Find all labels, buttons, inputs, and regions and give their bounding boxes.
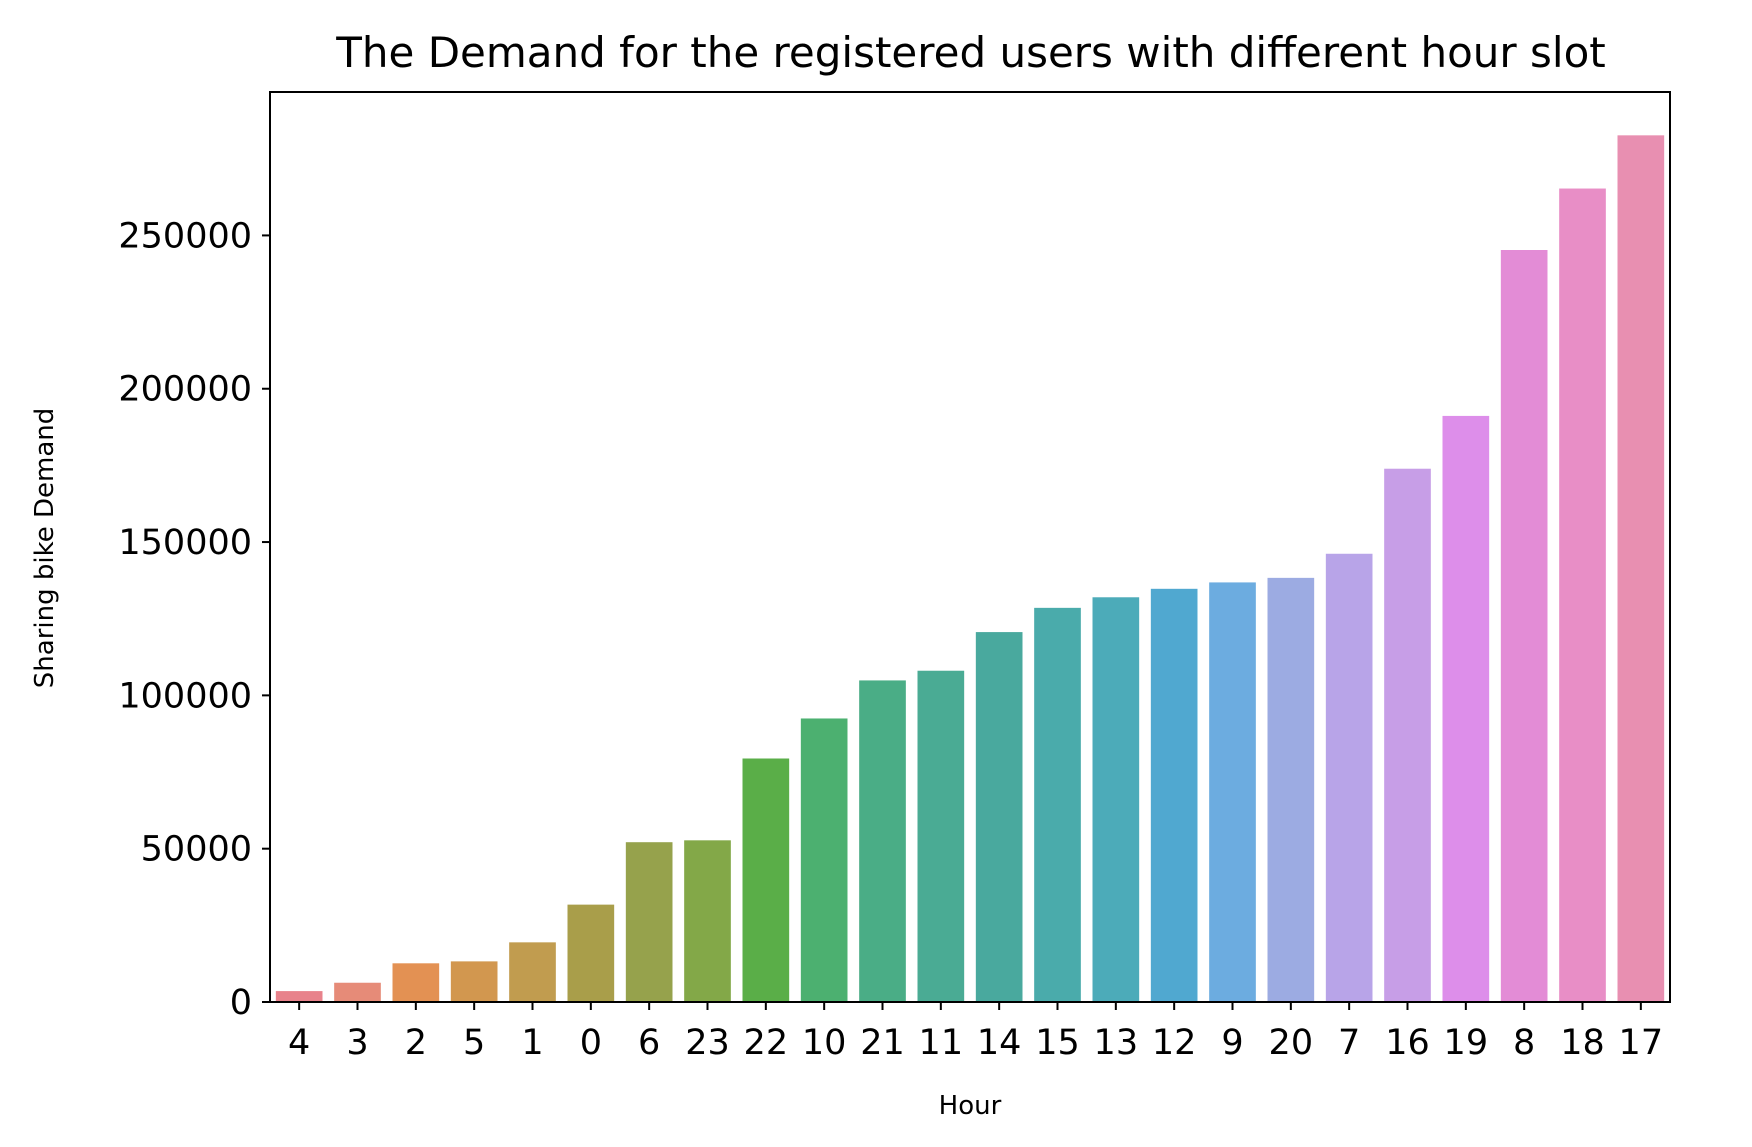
x-tick-label: 13 [1094, 1023, 1139, 1063]
x-tick-label: 9 [1221, 1023, 1243, 1063]
x-tick-label: 17 [1619, 1023, 1664, 1063]
y-tick-label: 250000 [118, 216, 252, 256]
bar-hour-20 [1267, 577, 1315, 1002]
bar-hour-13 [1092, 597, 1140, 1002]
y-axis-label: Sharing bike Demand [30, 408, 60, 688]
x-tick-label: 21 [860, 1023, 905, 1063]
bar-hour-22 [742, 758, 790, 1002]
x-tick-label: 3 [346, 1023, 368, 1063]
bar-hour-1 [509, 942, 556, 1002]
bar-hour-12 [1150, 588, 1198, 1002]
x-tick-label: 23 [685, 1023, 730, 1063]
bar-hour-5 [450, 961, 498, 1002]
bar-hour-7 [1325, 553, 1373, 1002]
x-tick-label: 2 [405, 1023, 427, 1063]
bar-hour-6 [625, 842, 673, 1002]
y-tick-label: 150000 [118, 523, 252, 563]
bar-hour-3 [334, 982, 381, 1002]
bar-hour-9 [1209, 582, 1256, 1002]
bar-hour-16 [1384, 468, 1431, 1003]
bar-hour-17 [1617, 135, 1665, 1002]
y-tick-label: 0 [230, 983, 252, 1023]
x-tick-label: 19 [1444, 1023, 1489, 1063]
bar-hour-19 [1442, 415, 1490, 1002]
x-tick-label: 22 [744, 1023, 789, 1063]
x-tick-label: 7 [1338, 1023, 1360, 1063]
x-axis-label: Hour [939, 1091, 1002, 1121]
y-tick-label: 100000 [118, 676, 252, 716]
bar-hour-23 [684, 840, 731, 1002]
x-tick-label: 6 [638, 1023, 660, 1063]
bar-hour-14 [975, 632, 1023, 1002]
x-tick-label: 18 [1560, 1023, 1605, 1063]
bar-hour-18 [1559, 188, 1606, 1002]
plot-frame [269, 91, 1671, 1003]
x-axis-ticks: 4 3 2 5 1 0 6 23 22 10 21 11 14 15 13 12 9 20 7 16 19 8 18 17 [288, 1002, 1663, 1063]
bar-hour-2 [392, 963, 440, 1002]
x-tick-label: 15 [1035, 1023, 1080, 1063]
bar-hour-11 [917, 670, 965, 1002]
chart-title: The Demand for the registered users with… [335, 28, 1606, 77]
x-tick-label: 11 [919, 1023, 964, 1063]
bars-group [275, 135, 1665, 1003]
x-tick-label: 14 [977, 1023, 1022, 1063]
x-tick-label: 8 [1513, 1023, 1535, 1063]
bar-hour-10 [800, 718, 848, 1002]
y-axis-ticks: 0 50000 100000 150000 200000 250000 [118, 216, 270, 1023]
bar-hour-0 [567, 904, 615, 1002]
x-tick-label: 12 [1152, 1023, 1197, 1063]
y-tick-label: 200000 [118, 370, 252, 410]
x-tick-label: 0 [580, 1023, 602, 1063]
bar-hour-4 [275, 991, 323, 1002]
bar-hour-15 [1034, 607, 1081, 1002]
x-tick-label: 4 [288, 1023, 310, 1063]
x-tick-label: 1 [521, 1023, 543, 1063]
x-tick-label: 5 [463, 1023, 485, 1063]
y-tick-label: 50000 [141, 830, 252, 870]
x-tick-label: 10 [802, 1023, 847, 1063]
x-tick-label: 20 [1269, 1023, 1314, 1063]
bar-hour-8 [1500, 250, 1548, 1002]
bar-hour-21 [859, 680, 906, 1002]
x-tick-label: 16 [1385, 1023, 1430, 1063]
